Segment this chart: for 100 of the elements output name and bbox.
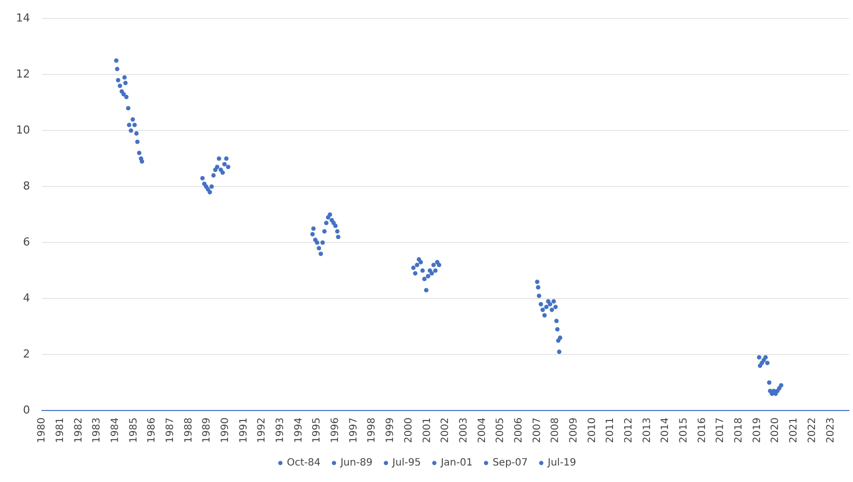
point — [433, 268, 438, 273]
point — [778, 383, 784, 388]
x-tick-label: 1993 — [275, 418, 286, 444]
point — [552, 299, 556, 304]
x-tick-label: 1998 — [366, 418, 378, 444]
point — [208, 190, 212, 194]
y-tick-label: 0 — [22, 403, 30, 416]
x-tick-label: 1996 — [330, 418, 342, 444]
x-tick-label: 2015 — [678, 418, 690, 444]
x-tick-label: 2003 — [458, 418, 470, 444]
point — [134, 131, 139, 136]
point — [540, 308, 545, 312]
x-tick-label: 2006 — [513, 418, 524, 444]
x-tick-label: 1982 — [73, 418, 84, 444]
point — [431, 262, 436, 268]
x-tick-label: 2010 — [586, 418, 598, 444]
point — [756, 355, 762, 360]
x-tick-label: 1984 — [110, 418, 121, 444]
x-tick-label: 2014 — [660, 418, 672, 444]
point — [535, 280, 540, 284]
x-tick-label: 2013 — [642, 418, 653, 444]
x-tick-label: 2012 — [624, 418, 634, 444]
point — [420, 268, 425, 273]
x-tick-label: 2004 — [476, 418, 488, 444]
point — [414, 262, 420, 268]
legend-label: Jan-01 — [440, 458, 473, 469]
x-tick-label: 2017 — [715, 418, 726, 444]
x-tick-label: 2007 — [532, 418, 543, 444]
y-tick-label: 8 — [22, 179, 30, 192]
x-tick-label: 1999 — [385, 418, 396, 444]
x-tick-label: 2020 — [770, 418, 782, 444]
x-tick-label: 1997 — [348, 418, 360, 444]
y-tick-label: 4 — [22, 291, 30, 304]
point — [763, 355, 768, 360]
point — [226, 164, 230, 170]
point — [137, 150, 142, 156]
point — [424, 288, 428, 292]
x-tick-label: 1986 — [146, 418, 158, 444]
point — [126, 122, 132, 128]
point — [418, 260, 423, 264]
y-tick-label: 14 — [16, 11, 30, 24]
point — [220, 170, 225, 175]
x-tick-label: 2022 — [806, 418, 818, 444]
point — [135, 140, 140, 144]
point — [140, 159, 144, 164]
point — [411, 266, 416, 270]
x-tick-label: 1990 — [220, 418, 231, 444]
x-tick-label: 1989 — [202, 418, 213, 444]
point — [554, 318, 559, 324]
point — [114, 58, 118, 63]
x-tick-label: 2005 — [495, 418, 506, 444]
point — [132, 122, 137, 128]
x-tick-label: 1991 — [238, 418, 250, 444]
point — [542, 313, 547, 318]
point — [222, 162, 227, 166]
point — [333, 224, 338, 228]
point — [536, 294, 542, 298]
point — [316, 246, 322, 250]
legend-label: Jul-19 — [546, 458, 576, 469]
x-tick-label: 1985 — [128, 418, 140, 444]
point — [555, 327, 560, 332]
point — [114, 66, 120, 72]
x-tick-label: 2019 — [752, 418, 763, 444]
point — [123, 80, 128, 86]
point — [116, 78, 120, 82]
point — [122, 75, 127, 80]
point — [224, 156, 229, 161]
point — [211, 173, 216, 178]
point — [128, 128, 134, 133]
y-tick-label: 10 — [16, 123, 30, 136]
x-tick-label: 2009 — [568, 418, 580, 444]
x-tick-label: 1992 — [256, 418, 268, 444]
point — [544, 304, 549, 310]
x-tick-label: 1980 — [36, 418, 48, 444]
point — [765, 360, 770, 366]
point — [557, 350, 562, 354]
legend-label: Oct-84 — [286, 458, 320, 469]
x-tick-label: 2011 — [605, 418, 616, 444]
x-tick-label: 1987 — [164, 418, 176, 444]
x-tick-label: 1988 — [183, 418, 194, 444]
y-tick-label: 2 — [22, 347, 30, 360]
x-tick-label: 2001 — [422, 418, 433, 444]
x-tick-label: 2016 — [696, 418, 708, 444]
point — [336, 234, 340, 240]
x-tick-label: 1994 — [293, 418, 304, 444]
point — [314, 240, 320, 245]
point — [538, 302, 544, 306]
x-tick-label: 2021 — [788, 418, 800, 444]
point — [322, 229, 327, 234]
point — [328, 212, 332, 217]
point — [126, 106, 130, 110]
point — [413, 271, 418, 276]
point — [216, 156, 222, 161]
y-tick-label: 12 — [16, 67, 30, 80]
point — [430, 271, 434, 276]
x-tick-label: 2002 — [440, 418, 452, 444]
point — [767, 380, 772, 385]
point — [536, 285, 540, 290]
legend-label: Jun-89 — [339, 458, 372, 469]
y-tick-label: 6 — [22, 235, 30, 248]
